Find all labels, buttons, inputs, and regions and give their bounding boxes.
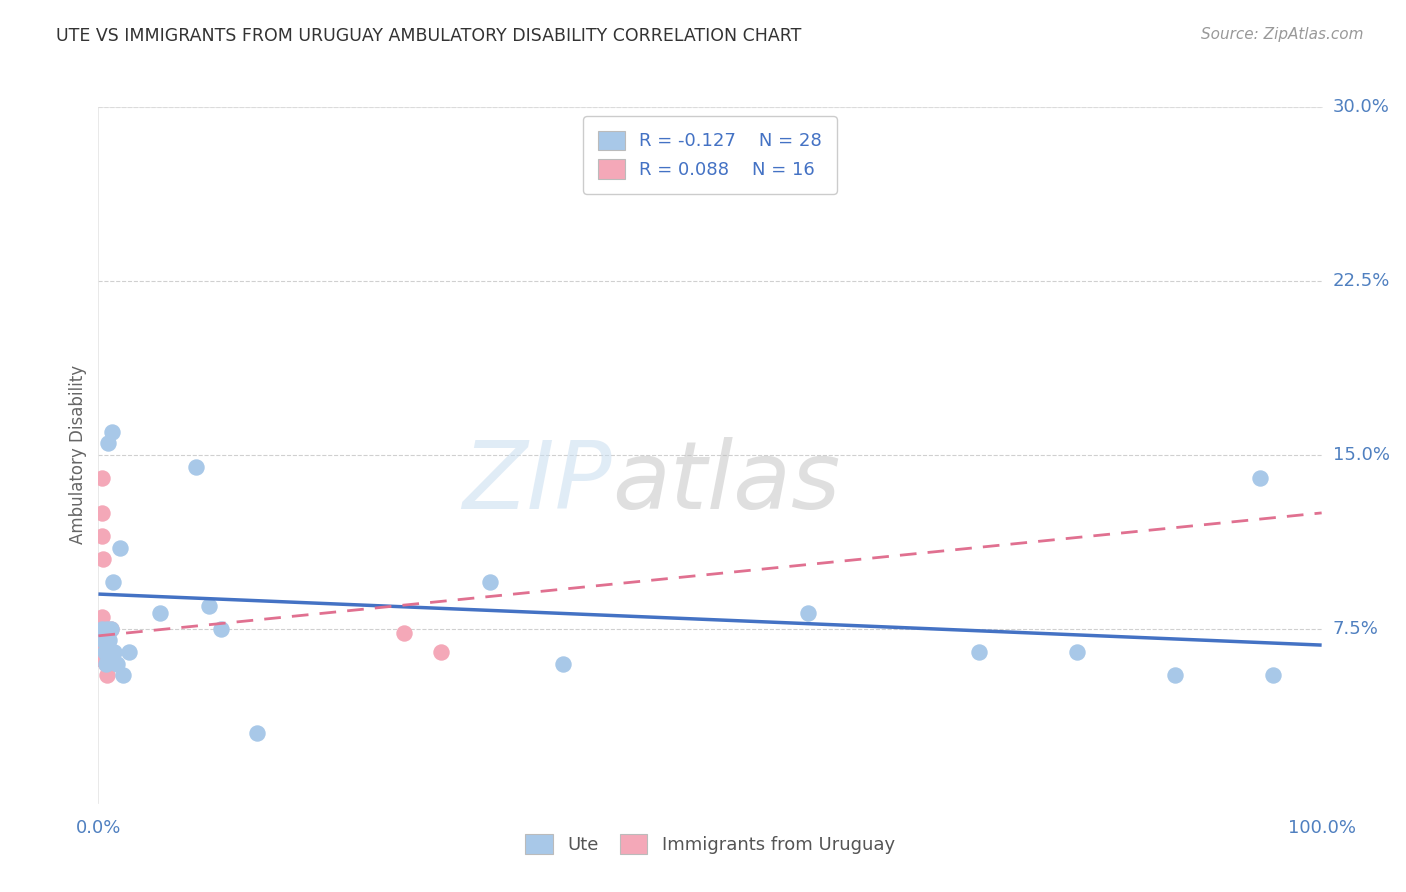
Point [101, 425, 124, 439]
Legend: Ute, Immigrants from Uruguay: Ute, Immigrants from Uruguay [516, 825, 904, 863]
Point [392, 626, 416, 640]
Point [967, 645, 990, 659]
Point [93, 645, 115, 659]
Y-axis label: Ambulatory Disability: Ambulatory Disability [69, 366, 87, 544]
Point [111, 668, 134, 682]
Text: 7.5%: 7.5% [1333, 620, 1379, 638]
Point [105, 657, 128, 671]
Point [103, 645, 125, 659]
Point [118, 645, 141, 659]
Point [90, 652, 112, 666]
Text: 22.5%: 22.5% [1333, 272, 1391, 290]
Point [209, 622, 232, 636]
Text: atlas: atlas [612, 437, 841, 528]
Point [430, 645, 453, 659]
Point [553, 657, 575, 671]
Point [91, 506, 114, 520]
Point [797, 606, 820, 620]
Point [90, 638, 112, 652]
Text: Source: ZipAtlas.com: Source: ZipAtlas.com [1201, 27, 1364, 42]
Point [1249, 471, 1271, 485]
Point [97, 436, 120, 450]
Point [94, 657, 117, 671]
Point [91, 622, 114, 636]
Text: 30.0%: 30.0% [1333, 98, 1389, 116]
Point [186, 459, 208, 474]
Point [149, 606, 172, 620]
Point [91, 529, 114, 543]
Point [93, 645, 115, 659]
Point [98, 633, 121, 648]
Point [1066, 645, 1088, 659]
Point [478, 575, 501, 590]
Point [91, 471, 114, 485]
Text: UTE VS IMMIGRANTS FROM URUGUAY AMBULATORY DISABILITY CORRELATION CHART: UTE VS IMMIGRANTS FROM URUGUAY AMBULATOR… [56, 27, 801, 45]
Point [91, 610, 114, 624]
Point [101, 575, 124, 590]
Text: 15.0%: 15.0% [1333, 446, 1389, 464]
Point [91, 633, 114, 648]
Point [90, 629, 112, 643]
Point [91, 633, 114, 648]
Point [100, 622, 122, 636]
Point [110, 541, 132, 555]
Point [90, 622, 112, 636]
Text: ZIP: ZIP [463, 437, 612, 528]
Point [96, 622, 118, 636]
Point [91, 552, 114, 566]
Point [246, 726, 269, 740]
Point [96, 668, 118, 682]
Point [100, 622, 122, 636]
Point [94, 657, 117, 671]
Point [1261, 668, 1284, 682]
Point [197, 599, 219, 613]
Point [1164, 668, 1187, 682]
